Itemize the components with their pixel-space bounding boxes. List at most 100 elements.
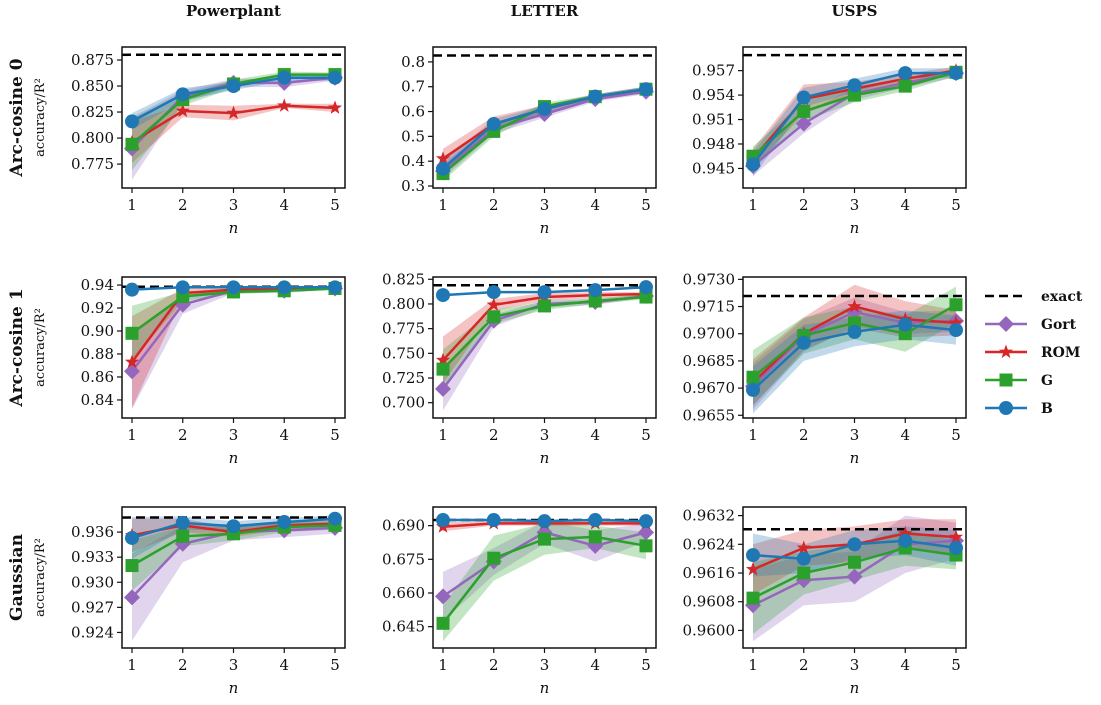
data-point-circle: [175, 87, 190, 102]
data-point-square: [436, 362, 450, 376]
y-tick-label: 0.850: [71, 77, 114, 95]
y-tick-label: 0.875: [71, 51, 114, 69]
data-point-circle: [226, 280, 241, 295]
data-point-circle: [537, 514, 552, 529]
data-point-diamond: [998, 316, 1014, 332]
data-point-circle: [746, 548, 760, 563]
x-axis-label: n: [540, 219, 550, 237]
data-point-circle: [277, 280, 292, 295]
y-tick-label: 0.94: [81, 276, 114, 294]
x-tick-label: 4: [900, 426, 910, 444]
data-point-circle: [436, 288, 450, 303]
y-axis-label: accuracy/R²: [33, 538, 48, 617]
y-tick-label: 0.800: [71, 129, 114, 147]
x-axis-label: n: [540, 679, 550, 697]
x-tick-label: 2: [489, 426, 499, 444]
data-point-square: [848, 555, 861, 569]
x-tick-label: 2: [489, 196, 499, 214]
data-point-square: [487, 551, 501, 565]
x-tick-label: 4: [279, 656, 289, 674]
x-tick-label: 5: [641, 656, 651, 674]
plot-area: [743, 284, 966, 414]
panel-arc-cosine-0-powerplant: 0.775 0.800 0.825 0.850 0.875 1 2 3 4 5 n: [71, 46, 346, 237]
plot-area: [433, 280, 656, 411]
legend-label: G: [1041, 373, 1053, 389]
data-point-star: [124, 354, 140, 369]
data-point-circle: [847, 324, 862, 339]
data-point-circle: [898, 317, 913, 332]
x-tick-label: 1: [748, 656, 758, 674]
y-tick-label: 0.7: [401, 78, 425, 96]
data-point-circle: [226, 79, 241, 94]
data-point-circle: [949, 66, 963, 81]
y-tick-label: 0.924: [71, 623, 114, 641]
data-point-star: [948, 529, 964, 544]
data-point-star: [745, 561, 761, 576]
y-tick-label: 0.675: [382, 550, 425, 568]
data-point-square: [538, 299, 551, 313]
x-tick-label: 2: [178, 426, 188, 444]
x-tick-label: 4: [279, 196, 289, 214]
y-tick-label: 0.9685: [683, 352, 736, 370]
y-tick-label: 0.775: [71, 155, 114, 173]
data-point-square: [848, 88, 861, 102]
plot-area: [743, 515, 966, 642]
x-tick-label: 1: [438, 426, 448, 444]
data-point-star: [998, 344, 1014, 359]
y-tick-label: 0.645: [382, 618, 425, 636]
data-point-square: [999, 373, 1013, 387]
x-tick-label: 3: [850, 426, 860, 444]
y-tick-label: 0.6: [401, 103, 425, 121]
y-tick-label: 0.92: [81, 299, 114, 317]
data-point-star: [277, 98, 292, 112]
data-point-square: [125, 137, 139, 151]
data-point-circle: [796, 551, 811, 566]
x-tick-label: 3: [850, 196, 860, 214]
y-tick-label: 0.927: [71, 598, 114, 616]
x-axis-label: n: [850, 449, 860, 467]
data-point-circle: [847, 537, 862, 552]
y-tick-label: 0.930: [71, 573, 114, 591]
y-tick-label: 0.690: [382, 517, 425, 535]
panel-arc-cosine-1-usps: 0.9655 0.9670 0.9685 0.9700 0.9715 0.9730 1 2 3 4…: [683, 270, 967, 467]
row-title: Gaussian: [7, 534, 27, 621]
data-point-circle: [537, 102, 552, 117]
y-tick-label: 0.951: [692, 111, 735, 129]
x-tick-label: 1: [127, 196, 137, 214]
x-tick-label: 4: [590, 196, 600, 214]
y-tick-label: 0.8: [401, 53, 425, 71]
data-point-circle: [588, 283, 603, 298]
y-tick-label: 0.933: [71, 548, 114, 566]
column-title: USPS: [831, 2, 877, 20]
y-tick-label: 0.725: [382, 369, 425, 387]
data-point-star: [847, 299, 862, 313]
data-point-square: [538, 532, 551, 546]
x-tick-label: 2: [799, 656, 809, 674]
x-tick-label: 2: [799, 426, 809, 444]
data-point-circle: [588, 513, 603, 528]
y-tick-label: 0.936: [71, 523, 114, 541]
x-axis-label: n: [850, 219, 860, 237]
data-point-circle: [796, 90, 811, 105]
x-tick-label: 1: [127, 656, 137, 674]
x-tick-label: 3: [850, 656, 860, 674]
data-point-square: [949, 298, 963, 312]
data-point-diamond: [435, 380, 451, 397]
data-point-circle: [125, 114, 139, 129]
data-point-circle: [898, 66, 913, 81]
plot-area: [122, 511, 345, 641]
legend-label: ROM: [1041, 345, 1080, 361]
y-tick-label: 0.750: [382, 344, 425, 362]
data-point-circle: [175, 280, 190, 295]
y-tick-label: 0.948: [692, 135, 735, 153]
data-point-square: [639, 290, 653, 304]
x-tick-label: 2: [178, 196, 188, 214]
data-point-circle: [847, 78, 862, 93]
x-tick-label: 2: [799, 196, 809, 214]
x-tick-label: 4: [900, 196, 910, 214]
data-point-circle: [125, 530, 139, 545]
data-point-circle: [328, 280, 342, 295]
data-point-square: [588, 530, 602, 544]
y-axis-label: accuracy/R²: [33, 78, 48, 157]
